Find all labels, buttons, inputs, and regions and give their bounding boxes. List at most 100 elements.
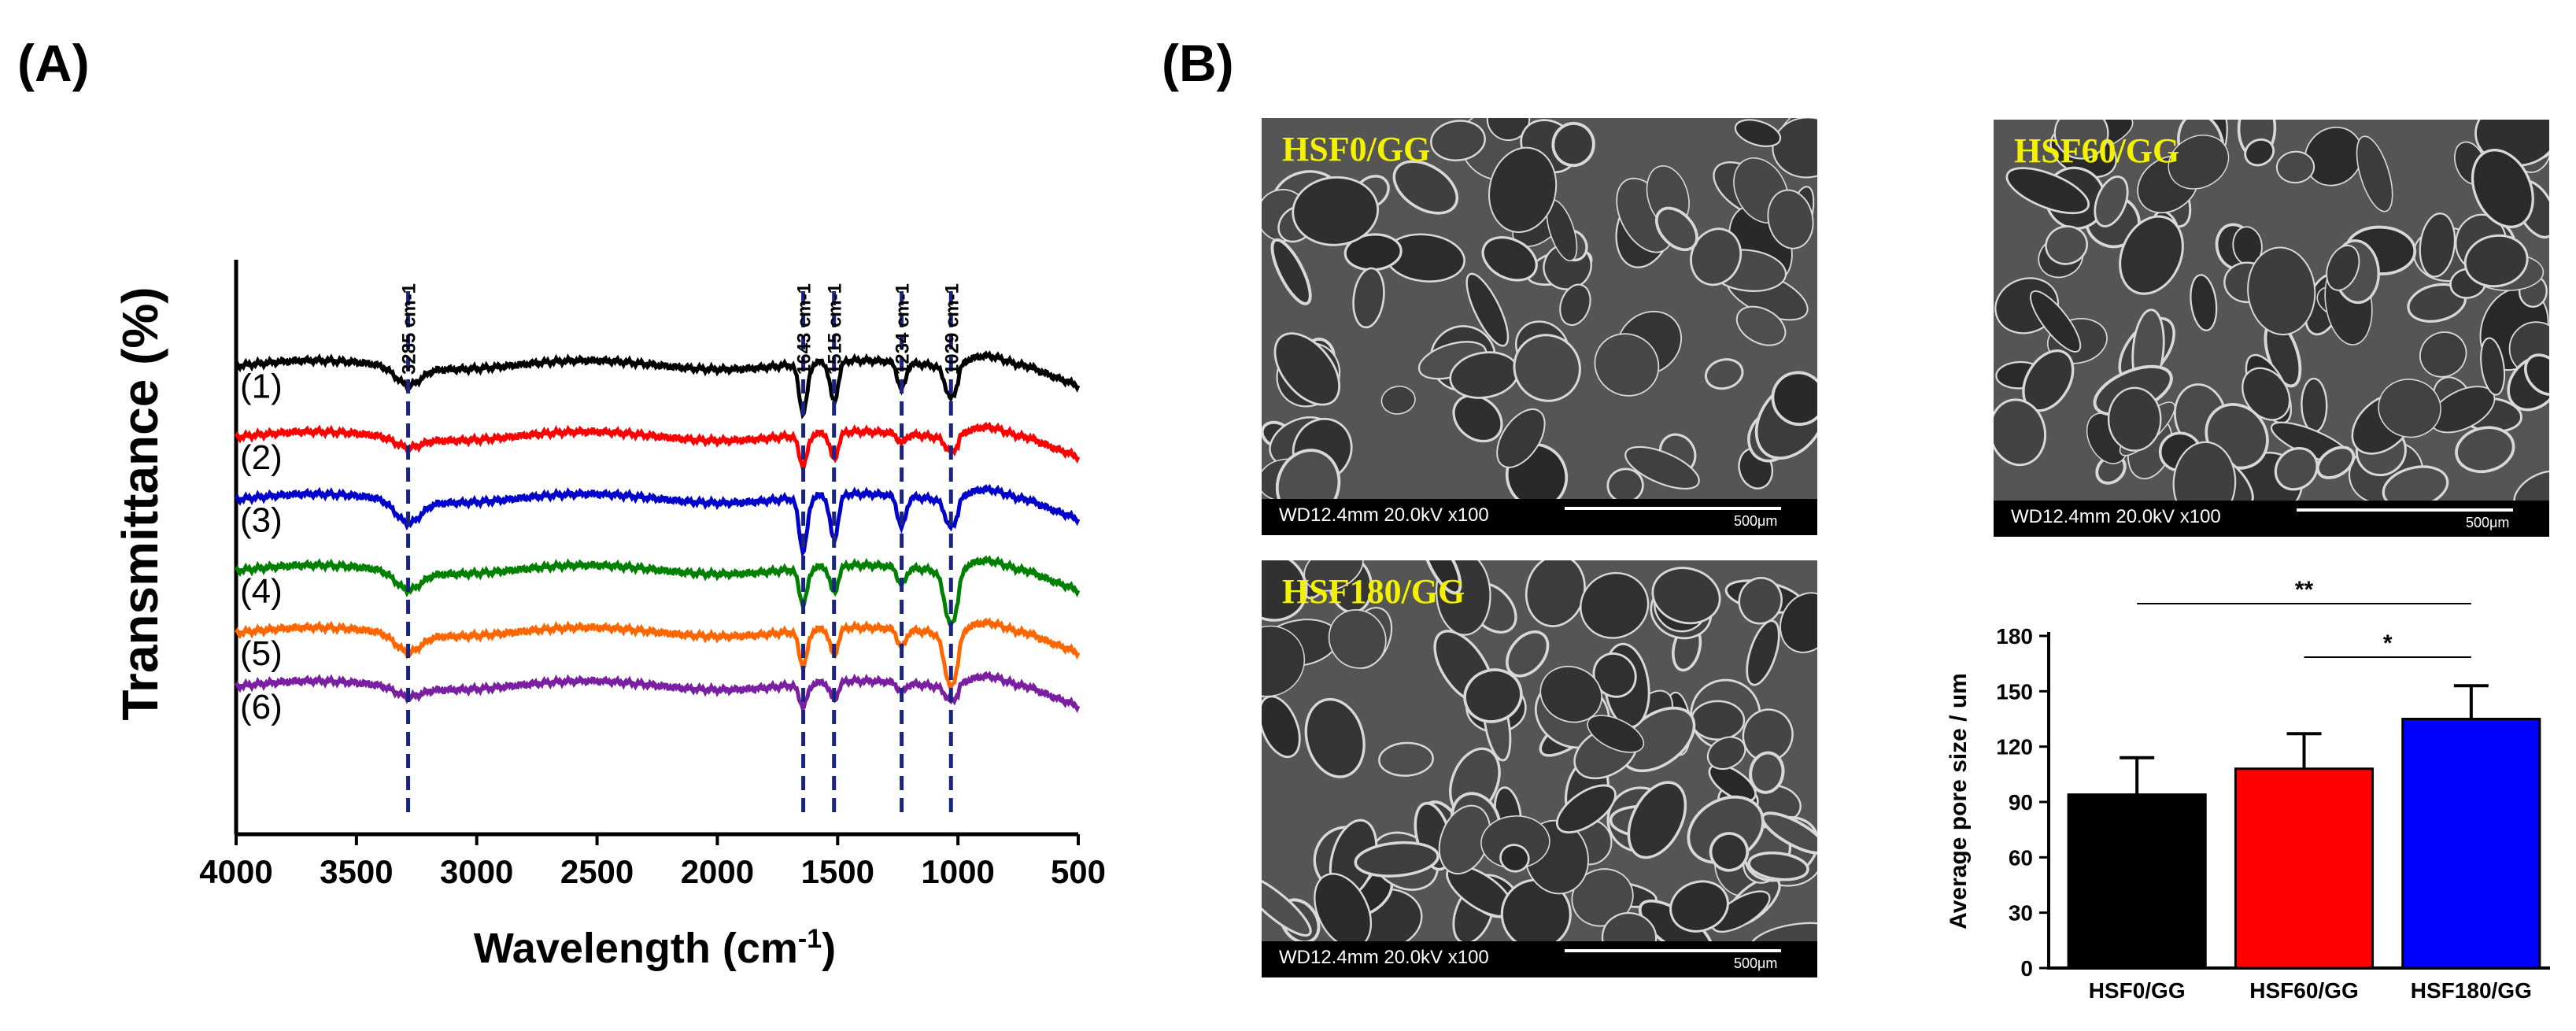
sem-pore — [1761, 811, 1817, 855]
sem-info-text: WD12.4mm 20.0kV x100 — [1279, 947, 1489, 968]
ftir-x-tick-label: 2500 — [560, 853, 634, 890]
sem-pore — [1539, 665, 1602, 723]
sem-pore — [1378, 741, 1434, 777]
sem-pore — [1463, 668, 1523, 723]
sem-pore — [1994, 398, 2047, 467]
ftir-series-line — [234, 555, 1081, 630]
ftir-x-tick-label: 500 — [1051, 853, 1106, 890]
sem-pore — [1708, 763, 1757, 802]
sem-pore — [2053, 120, 2109, 160]
sem-pore — [2378, 379, 2441, 438]
sem-pore — [1486, 118, 1531, 142]
sem-info-bar: WD12.4mm 20.0kV x100 500μm — [1262, 499, 1817, 535]
sem-pore — [1704, 358, 1744, 390]
pore-y-tick-label: 150 — [1996, 679, 2033, 704]
sem-pore — [2480, 337, 2506, 396]
ftir-x-tick-label: 3500 — [320, 853, 393, 890]
sem-texture — [1994, 120, 2549, 501]
sem-pore — [2190, 274, 2218, 331]
sem-pore — [1735, 305, 1787, 346]
sem-pore — [1780, 592, 1817, 653]
ftir-x-tick-label: 1000 — [921, 853, 994, 890]
ftir-chart: Transmittance (%) 4000 3500 3000 2500 2000 15… — [112, 260, 1106, 972]
sem-pore — [1304, 697, 1366, 778]
ftir-series-label: (4) — [240, 572, 283, 611]
sem-pore — [2274, 447, 2319, 491]
pore-bar — [2234, 767, 2375, 970]
pore-bar — [2401, 718, 2541, 970]
sem-pore — [1273, 332, 1341, 406]
sem-pore — [1496, 408, 1546, 468]
ftir-reference-label: 1515 cm-1 — [825, 283, 846, 375]
sem-pore — [1738, 577, 1783, 625]
ftir-x-tick-label: 3000 — [440, 853, 513, 890]
sem-pore — [1551, 121, 1595, 168]
sem-pore — [2301, 377, 2328, 433]
sem-pore — [1690, 700, 1746, 741]
sem-pore — [2045, 225, 2088, 265]
sem-pore — [1328, 609, 1387, 669]
sem-pore — [2119, 215, 2184, 295]
sem-pore — [2107, 386, 2162, 452]
sem-scale-bar — [1565, 949, 1781, 952]
sem-pore — [2005, 167, 2090, 215]
sem-texture — [1262, 118, 1817, 499]
pore-x-tick-label: HSF60/GG — [2249, 978, 2358, 1003]
sem-pore — [2356, 135, 2393, 212]
pore-bar — [2067, 793, 2207, 970]
ftir-xlabel: Wavelength (cm-1) — [474, 924, 836, 972]
ftir-x-tick-label: 4000 — [199, 853, 272, 890]
sem-title: HSF0/GG — [1282, 130, 1431, 168]
sem-pore — [2094, 176, 2129, 227]
pore-y-tick-label: 180 — [1996, 624, 2033, 649]
sem-pore — [2030, 290, 2082, 353]
panel-a-label: (A) — [17, 34, 90, 92]
sem-pore — [1749, 751, 1785, 794]
ftir-xlabel-end: ) — [822, 925, 836, 972]
sem-pore — [2382, 465, 2449, 501]
sem-pore — [2304, 126, 2363, 187]
ftir-series-label: (5) — [240, 634, 283, 673]
sem-pore — [1354, 841, 1440, 878]
ftir-series-line — [234, 421, 1081, 473]
pore-size-chart: Average pore size / um 0 30 60 90 120 150 180 H… — [1946, 578, 2550, 1003]
sem-scale-text: 500μm — [1734, 513, 1778, 529]
sem-pore — [1594, 333, 1660, 397]
ftir-series-label: (2) — [240, 438, 283, 477]
sem-pore — [1746, 619, 1780, 686]
sem-pore — [2168, 135, 2230, 190]
sem-pore — [1499, 844, 1530, 873]
ftir-x-tick-label: 2000 — [681, 853, 754, 890]
sem-pore — [1747, 851, 1809, 881]
sem-pore — [2419, 212, 2456, 278]
sem-pore — [1580, 571, 1650, 639]
sem-info-bar: WD12.4mm 20.0kV x100 500μm — [1994, 501, 2549, 537]
sem-pore — [1601, 911, 1658, 941]
sem-pore — [1481, 236, 1538, 282]
sem-scale-text: 500μm — [1734, 955, 1778, 971]
sem-pore — [2326, 244, 2360, 291]
sem-pore — [1262, 625, 1306, 697]
sem-scale-bar — [2297, 508, 2513, 512]
sem-info-bar: WD12.4mm 20.0kV x100 500μm — [1262, 941, 1817, 977]
sem-pore — [1711, 890, 1771, 933]
sem-pore — [1767, 189, 1814, 249]
sem-pore — [1606, 467, 1644, 499]
sem-pore — [2455, 426, 2515, 473]
pore-y-tick-label: 60 — [2009, 845, 2033, 870]
sem-pore — [1270, 238, 1312, 305]
ftir-xlabel-main: Wavelength (cm — [474, 925, 798, 972]
sem-pore — [2513, 470, 2549, 501]
sem-pore — [1624, 445, 1700, 490]
pore-significance-label: * — [2383, 630, 2393, 656]
ftir-series-line — [234, 617, 1081, 693]
sem-pore — [2275, 150, 2315, 184]
sem-info-text: WD12.4mm 20.0kV x100 — [1279, 504, 1489, 526]
ftir-reference-label: 3285 cm-1 — [399, 283, 420, 375]
ftir-series-label: (6) — [240, 688, 283, 726]
sem-pore — [2242, 367, 2291, 421]
sem-pore — [2247, 246, 2316, 336]
sem-pore — [1430, 120, 1486, 161]
sem-texture — [1262, 560, 1817, 941]
sem-pore — [1262, 874, 1312, 937]
